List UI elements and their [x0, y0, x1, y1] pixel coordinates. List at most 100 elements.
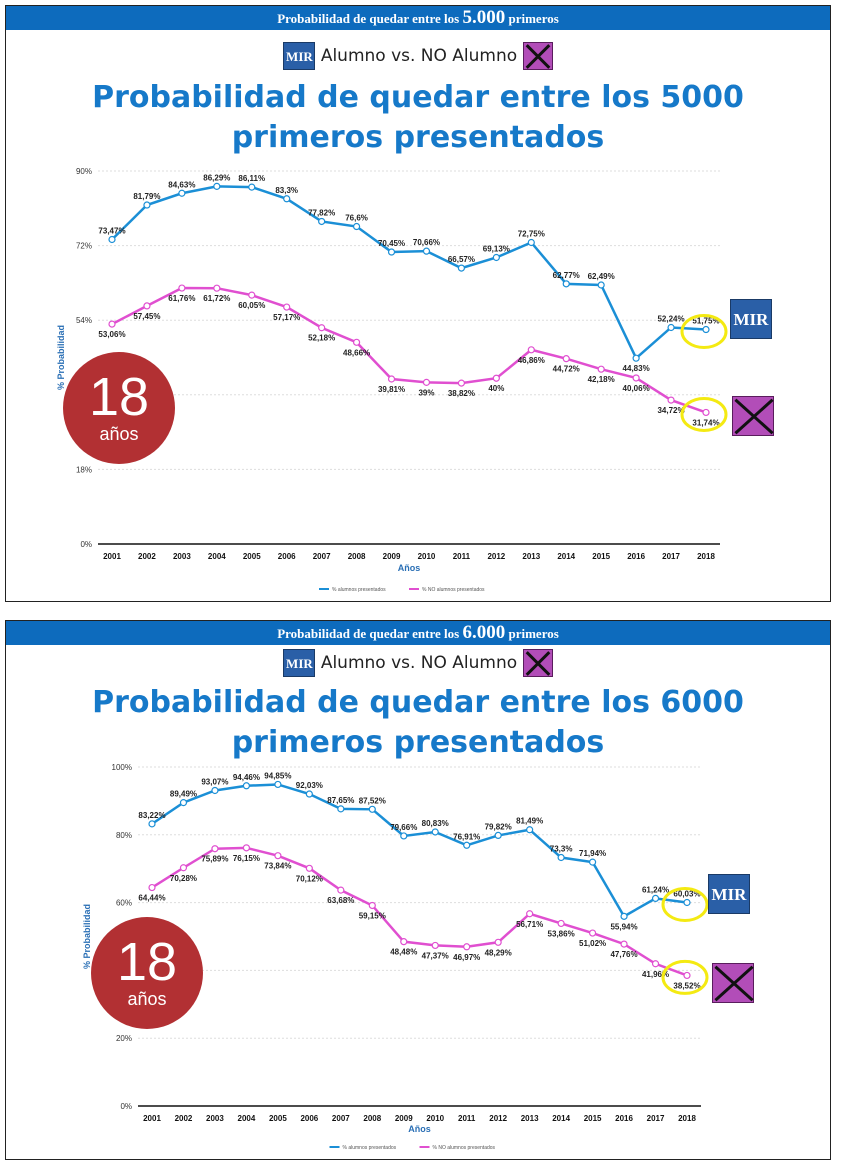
y-tick-label: 60%	[116, 899, 132, 908]
data-label: 42,18%	[588, 375, 615, 384]
data-label: 76,15%	[233, 854, 260, 863]
data-point	[337, 886, 345, 894]
data-label: 39,81%	[378, 385, 405, 394]
data-label: 83,3%	[275, 186, 298, 195]
age-unit: años	[99, 424, 139, 444]
data-label: 53,06%	[98, 330, 125, 339]
x-tick-label: 2015	[584, 1114, 602, 1123]
x-tick-label: 2008	[348, 552, 366, 561]
panel-banner: Probabilidad de quedar entre los 6.000 p…	[6, 621, 830, 645]
x-tick-label: 2015	[592, 552, 610, 561]
x-tick-label: 2001	[143, 1114, 161, 1123]
data-point	[588, 858, 597, 866]
data-point	[620, 940, 628, 948]
y-tick-label: 20%	[116, 1034, 132, 1043]
subtitle-text: Alumno vs. NO Alumno	[320, 653, 518, 673]
data-point	[683, 971, 691, 980]
data-point	[667, 323, 675, 332]
data-point	[597, 281, 605, 289]
data-label: 40%	[488, 384, 504, 393]
data-point	[683, 898, 691, 907]
data-point	[431, 941, 439, 950]
x-tick-label: 2005	[269, 1114, 287, 1123]
age-badge: 18 años	[91, 917, 203, 1029]
y-tick-label: 72%	[76, 242, 92, 251]
data-point	[274, 780, 282, 789]
banner-number: 5.000	[462, 7, 506, 28]
data-point	[318, 217, 326, 226]
age-unit: años	[127, 989, 167, 1009]
chart-title-line1: Probabilidad de quedar entre los 6000	[92, 685, 744, 720]
x-axis-title: Años	[408, 1124, 431, 1134]
mir-logo-icon: MIR	[283, 649, 316, 677]
data-label: 93,07%	[201, 777, 228, 786]
data-label: 66,57%	[448, 255, 475, 264]
x-tick-label: 2004	[208, 552, 226, 561]
data-point	[597, 365, 605, 373]
mir-logo-icon: MIR	[708, 874, 750, 914]
data-point	[457, 264, 466, 272]
data-label: 61,76%	[168, 294, 195, 303]
crossed-out-logo-icon	[712, 963, 754, 1003]
data-label: 73,47%	[98, 227, 125, 236]
data-label: 48,29%	[485, 948, 512, 957]
data-label: 34,72%	[657, 406, 684, 415]
x-tick-label: 2018	[678, 1114, 696, 1123]
data-point	[588, 929, 597, 937]
data-label: 48,66%	[343, 348, 370, 357]
age-badge: 18 años	[63, 352, 175, 464]
data-label: 57,17%	[273, 313, 300, 322]
x-axis-title: Años	[398, 563, 421, 573]
data-label: 62,77%	[553, 271, 580, 280]
y-tick-label: 18%	[76, 465, 92, 474]
data-label: 44,83%	[623, 364, 650, 373]
y-tick-label: 54%	[76, 316, 92, 325]
chart-panel-6000: Probabilidad de quedar entre los 6.000 p…	[5, 620, 831, 1160]
data-point	[213, 182, 221, 190]
data-label: 57,45%	[133, 312, 160, 321]
data-point	[526, 910, 534, 918]
data-point	[457, 379, 466, 387]
line-chart: 0%18%36%54%72%90%20012002200320042005200…	[56, 167, 728, 593]
data-label: 56,71%	[516, 920, 543, 929]
data-label: 61,72%	[203, 294, 230, 303]
data-point	[337, 805, 345, 813]
data-label: 60,03%	[673, 889, 700, 898]
data-point	[557, 853, 565, 862]
data-point	[702, 325, 710, 334]
x-tick-label: 2018	[697, 552, 715, 561]
y-tick-label: 0%	[120, 1102, 132, 1111]
data-label: 48,48%	[390, 948, 417, 957]
line-chart: 0%20%40%60%80%100%2001200220032004200520…	[82, 763, 709, 1151]
data-label: 81,49%	[516, 817, 543, 826]
data-point	[274, 852, 282, 860]
x-tick-label: 2016	[615, 1114, 633, 1123]
x-tick-label: 2016	[627, 552, 645, 561]
age-number: 18	[88, 367, 150, 427]
data-label: 38,52%	[673, 981, 700, 990]
y-tick-label: 100%	[112, 763, 132, 772]
data-point	[651, 894, 660, 902]
legend-label: % NO alumnos presentados	[422, 587, 485, 593]
data-label: 51,75%	[692, 317, 719, 326]
x-tick-label: 2009	[383, 552, 401, 561]
data-point	[492, 374, 500, 382]
data-label: 69,13%	[483, 244, 510, 253]
data-label: 63,68%	[327, 896, 354, 905]
data-label: 46,97%	[453, 953, 480, 962]
data-point	[179, 864, 188, 872]
data-label: 62,49%	[588, 272, 615, 281]
chart-title: Probabilidad de quedar entre los 5000 pr…	[6, 78, 830, 158]
data-point	[494, 938, 502, 946]
series-line-alumnos	[151, 783, 688, 919]
highlight-ring	[661, 886, 709, 922]
data-label: 72,75%	[518, 229, 545, 238]
x-tick-label: 2007	[332, 1114, 350, 1123]
data-point	[620, 912, 628, 920]
mir-logo-icon: MIR	[730, 299, 772, 339]
data-point	[178, 189, 186, 197]
data-label: 79,82%	[485, 822, 512, 831]
data-point	[248, 291, 256, 299]
y-axis-title: % Probabilidad	[82, 904, 92, 969]
data-point	[211, 786, 219, 795]
